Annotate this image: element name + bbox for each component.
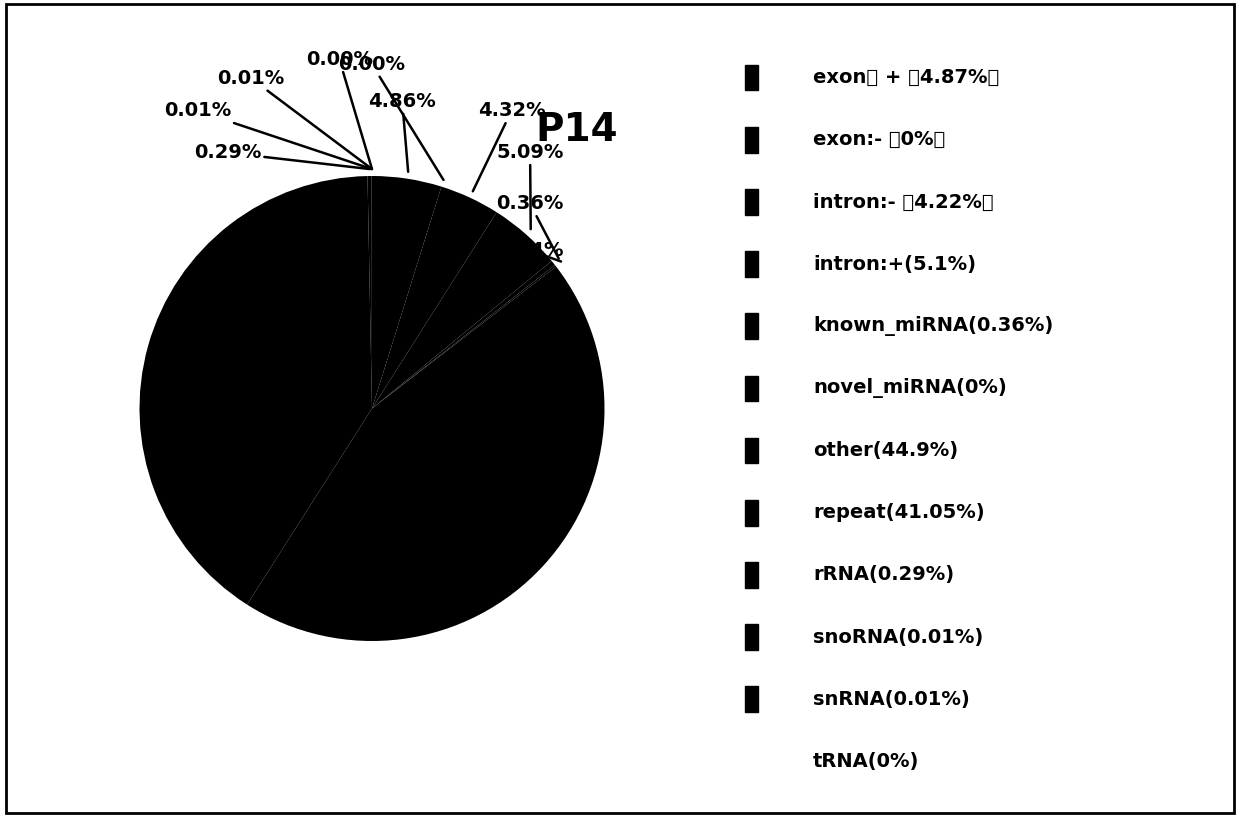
Wedge shape	[367, 176, 372, 408]
Text: 0.29%: 0.29%	[195, 143, 370, 169]
Text: 0.14%: 0.14%	[496, 241, 564, 261]
Wedge shape	[372, 176, 441, 408]
Bar	[745, 314, 758, 339]
Text: exon:- （0%）: exon:- （0%）	[813, 130, 945, 150]
Bar	[745, 686, 758, 712]
Text: 0.36%: 0.36%	[496, 194, 564, 259]
Text: 0.00%: 0.00%	[306, 51, 373, 169]
Bar	[745, 65, 758, 91]
Wedge shape	[372, 186, 441, 408]
Bar	[745, 438, 758, 463]
Text: exon； + （4.87%）: exon； + （4.87%）	[813, 68, 999, 87]
Wedge shape	[247, 266, 604, 641]
Text: P14: P14	[536, 111, 619, 149]
Wedge shape	[372, 186, 497, 408]
Wedge shape	[372, 265, 557, 408]
Text: 0.01%: 0.01%	[164, 101, 372, 169]
Wedge shape	[140, 176, 372, 605]
Text: 4.32%: 4.32%	[472, 101, 546, 191]
Bar	[745, 127, 758, 153]
Text: 0.01%: 0.01%	[217, 69, 372, 169]
Wedge shape	[372, 212, 552, 408]
Text: known_miRNA(0.36%): known_miRNA(0.36%)	[813, 316, 1053, 337]
Text: other(44.9%): other(44.9%)	[813, 441, 959, 460]
Bar	[745, 189, 758, 215]
Bar	[745, 252, 758, 277]
Bar	[745, 562, 758, 587]
Bar	[745, 500, 758, 525]
Text: 4.86%: 4.86%	[368, 92, 436, 172]
Text: snRNA(0.01%): snRNA(0.01%)	[813, 690, 970, 709]
Text: snoRNA(0.01%): snoRNA(0.01%)	[813, 627, 983, 646]
Wedge shape	[372, 261, 556, 408]
Bar	[745, 624, 758, 650]
Text: 5.09%: 5.09%	[496, 143, 564, 230]
Text: intron:+(5.1%): intron:+(5.1%)	[813, 255, 976, 274]
Text: rRNA(0.29%): rRNA(0.29%)	[813, 565, 954, 584]
Text: repeat(41.05%): repeat(41.05%)	[813, 503, 985, 522]
Text: intron:- （4.22%）: intron:- （4.22%）	[813, 193, 993, 212]
Text: 0.00%: 0.00%	[339, 55, 444, 180]
Bar	[745, 376, 758, 401]
Text: tRNA(0%): tRNA(0%)	[813, 752, 919, 771]
Text: novel_miRNA(0%): novel_miRNA(0%)	[813, 378, 1007, 399]
